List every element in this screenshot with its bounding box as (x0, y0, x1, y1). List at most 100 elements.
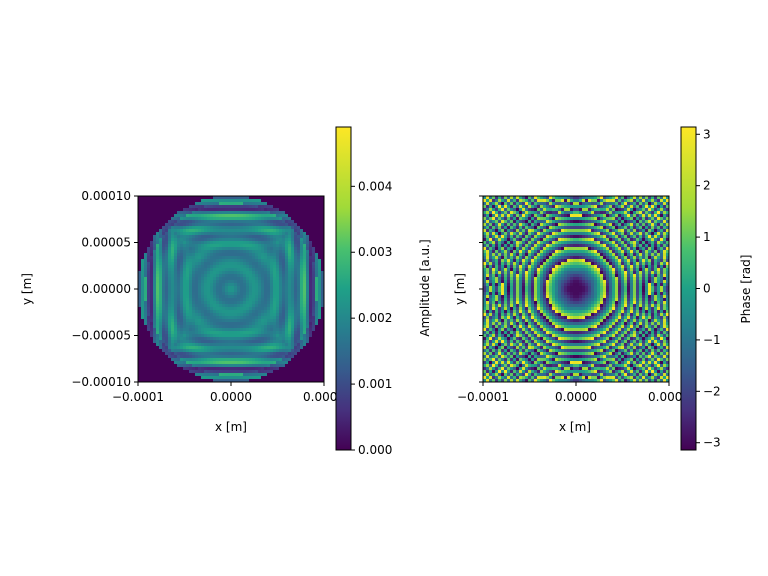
phase-cell (498, 346, 502, 350)
amplitude-cell (237, 271, 241, 275)
amplitude-cell (225, 250, 229, 254)
amplitude-cell (249, 256, 253, 260)
amplitude-cell (225, 256, 229, 260)
amplitude-cell (255, 286, 259, 290)
amplitude-cell (282, 304, 286, 308)
phase-cell (525, 274, 529, 278)
amplitude-cell (315, 310, 319, 314)
amplitude-cell (213, 211, 217, 215)
amplitude-cell (276, 313, 280, 317)
amplitude-cell (306, 307, 310, 311)
amplitude-cell (282, 316, 286, 320)
phase-cell (498, 379, 502, 382)
phase-cell (486, 214, 490, 218)
amplitude-cell (177, 328, 181, 332)
amplitude-cell (270, 316, 274, 320)
amplitude-cell (192, 295, 196, 299)
amplitude-cell (153, 274, 157, 278)
phase-cell (519, 319, 523, 323)
amplitude-cell (219, 295, 223, 299)
amplitude-cell (168, 334, 172, 338)
phase-cell (507, 217, 511, 221)
amplitude-cell (309, 325, 313, 329)
amplitude-cell (303, 208, 307, 212)
phase-cell (501, 301, 505, 305)
amplitude-cell (138, 319, 142, 323)
amplitude-cell (228, 298, 232, 302)
amplitude-cell (267, 277, 271, 281)
amplitude-cell (174, 373, 178, 377)
amplitude-cell (315, 235, 319, 239)
amplitude-cell (141, 283, 145, 287)
phase-cell (483, 271, 487, 275)
amplitude-cell (192, 268, 196, 272)
amplitude-cell (276, 319, 280, 323)
amplitude-cell (138, 250, 142, 254)
phase-cell (516, 292, 520, 296)
amplitude-cell (258, 358, 262, 362)
phase-cell (498, 340, 502, 344)
amplitude-cell (204, 235, 208, 239)
amplitude-cell (168, 229, 172, 233)
amplitude-cell (306, 268, 310, 272)
phase-cell (489, 379, 493, 382)
phase-cell (507, 253, 511, 257)
amplitude-cell (228, 361, 232, 365)
amplitude-cell (264, 247, 268, 251)
amplitude-cell (249, 247, 253, 251)
phase-cell (522, 265, 526, 269)
phase-cell (519, 352, 523, 356)
phase-cell (504, 265, 508, 269)
amplitude-cell (321, 361, 324, 365)
amplitude-cell (168, 340, 172, 344)
amplitude-cell (207, 214, 211, 218)
amplitude-cell (177, 265, 181, 269)
phase-cell (516, 310, 520, 314)
phase-cell (483, 289, 487, 293)
amplitude-cell (297, 229, 301, 233)
amplitude-cell (225, 334, 229, 338)
amplitude-cell (180, 349, 184, 353)
amplitude-cell (162, 283, 166, 287)
amplitude-cell (306, 334, 310, 338)
amplitude-cell (252, 367, 256, 371)
amplitude-cell (162, 223, 166, 227)
phase-cell (519, 274, 523, 278)
amplitude-cell (201, 325, 205, 329)
amplitude-cell (246, 328, 250, 332)
amplitude-cell (171, 244, 175, 248)
phase-cell (504, 199, 508, 203)
amplitude-cell (144, 304, 148, 308)
phase-cell (531, 334, 535, 338)
amplitude-cell (180, 253, 184, 257)
phase-cell (507, 241, 511, 245)
amplitude-cell (159, 271, 163, 275)
amplitude-cell (309, 250, 313, 254)
amplitude-cell (294, 268, 298, 272)
amplitude-cell (276, 310, 280, 314)
amplitude-cell (216, 205, 220, 209)
amplitude-cell (219, 220, 223, 224)
amplitude-cell (258, 307, 262, 311)
amplitude-cell (174, 196, 178, 200)
amplitude-cell (180, 244, 184, 248)
amplitude-cell (171, 292, 175, 296)
amplitude-cell (270, 355, 274, 359)
amplitude-cell (294, 331, 298, 335)
amplitude-cell (216, 223, 220, 227)
amplitude-cell (237, 280, 241, 284)
amplitude-cell (270, 307, 274, 311)
amplitude-cell (252, 208, 256, 212)
amplitude-cell (276, 256, 280, 260)
phase-cell (525, 277, 529, 281)
amplitude-cell (141, 289, 145, 293)
phase-cell (534, 247, 538, 251)
amplitude-cell (141, 316, 145, 320)
amplitude-cell (318, 373, 322, 377)
amplitude-cell (225, 355, 229, 359)
phase-cell (492, 295, 496, 299)
phase-cell (516, 235, 520, 239)
amplitude-cell (138, 358, 142, 362)
amplitude-cell (210, 352, 214, 356)
phase-cell (525, 328, 529, 332)
